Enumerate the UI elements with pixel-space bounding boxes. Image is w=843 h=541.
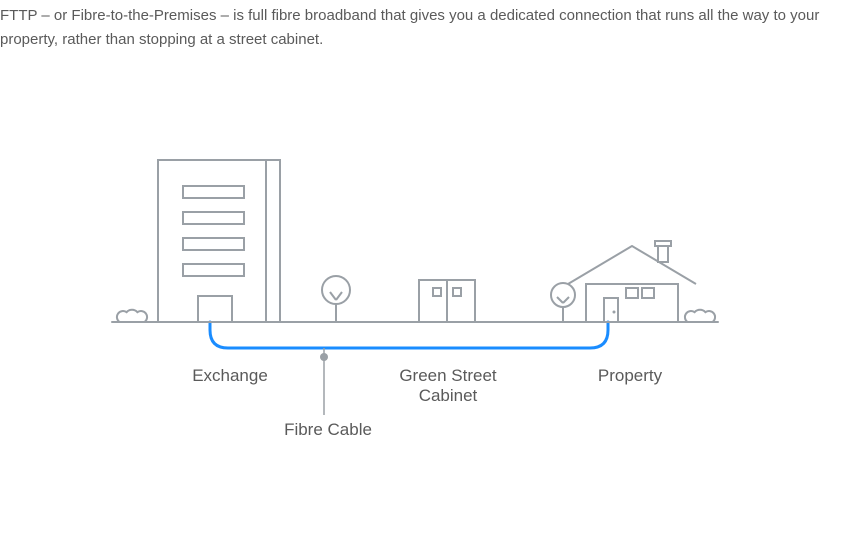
fibre-cable-line [210, 322, 608, 348]
exchange-window-2 [183, 238, 244, 250]
label-property: Property [570, 366, 690, 386]
house-body-icon [586, 284, 678, 322]
bush-icon-1 [685, 310, 715, 322]
exchange-building-icon [158, 160, 280, 322]
pointer-dot [320, 353, 328, 361]
diagram-svg [0, 0, 843, 536]
tree-branch-r-0 [336, 292, 342, 300]
label-green-cabinet-line1: Green Street [399, 366, 496, 385]
exchange-window-1 [183, 212, 244, 224]
house-chimney-cap [655, 241, 671, 246]
label-fibre-cable: Fibre Cable [268, 420, 388, 440]
house-roof [568, 246, 696, 284]
tree-branch-l-0 [330, 292, 336, 300]
house-chimney [658, 246, 668, 262]
house-door-knob [613, 311, 616, 314]
bush-icon-0 [117, 310, 147, 322]
fttp-diagram: Exchange Green Street Cabinet Property F… [0, 0, 843, 536]
exchange-window-0 [183, 186, 244, 198]
tree-crown-1 [551, 283, 575, 307]
exchange-door [198, 296, 232, 322]
page: FTTP – or Fibre-to-the-Premises – is ful… [0, 0, 843, 536]
exchange-window-3 [183, 264, 244, 276]
tree-branch-r-1 [563, 297, 569, 303]
label-exchange: Exchange [170, 366, 290, 386]
label-green-cabinet-line2: Cabinet [419, 386, 478, 405]
cabinet-panel-1 [433, 288, 441, 296]
house-door [604, 298, 618, 322]
tree-branch-l-1 [557, 297, 563, 303]
house-window-1 [626, 288, 638, 298]
cabinet-panel-2 [453, 288, 461, 296]
label-green-cabinet: Green Street Cabinet [378, 366, 518, 406]
house-window-2 [642, 288, 654, 298]
